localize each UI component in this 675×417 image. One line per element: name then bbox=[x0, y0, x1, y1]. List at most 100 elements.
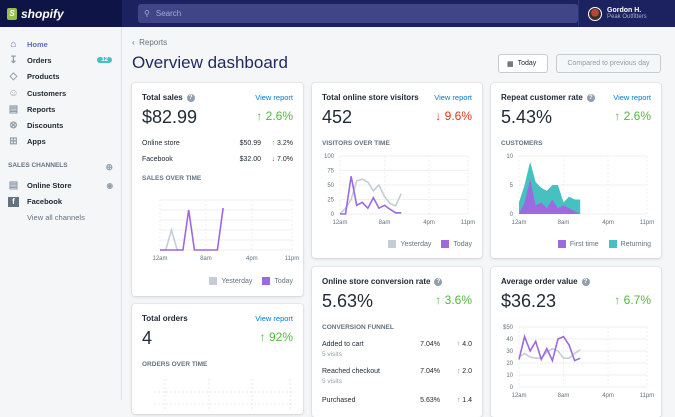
funnel-row: Reached checkout 5 visits 7.04% ↑ 2.0 bbox=[322, 368, 472, 385]
y-tick-label: 20 bbox=[506, 361, 513, 367]
help-icon[interactable]: ? bbox=[434, 277, 443, 286]
x-tick-label: 12am bbox=[511, 220, 526, 226]
search-input[interactable]: ⚲ Search bbox=[138, 4, 578, 23]
change-value: 6.7% bbox=[623, 293, 651, 307]
sidebar-item-reports[interactable]: ▤ Reports bbox=[0, 101, 121, 117]
row-change: ↑ 1.4 bbox=[456, 397, 472, 404]
card-title: Average order value bbox=[501, 277, 578, 286]
y-tick-label: 25 bbox=[327, 198, 334, 204]
sales-channels-heading: SALES CHANNELS bbox=[8, 162, 68, 170]
change-value: 2.6% bbox=[623, 109, 651, 123]
help-icon[interactable]: ? bbox=[586, 93, 595, 102]
help-icon[interactable]: ? bbox=[581, 277, 590, 286]
apps-icon: ⊞ bbox=[9, 136, 18, 148]
facebook-icon: f bbox=[8, 196, 19, 207]
legend-label: Yesterday bbox=[221, 277, 253, 285]
line-today bbox=[160, 207, 224, 251]
metric-change: ↑ 92% bbox=[259, 330, 293, 344]
sidebar-label: Online Store bbox=[27, 180, 72, 190]
view-report-link[interactable]: View report bbox=[434, 93, 472, 102]
chart-title: ORDERS OVER TIME bbox=[142, 361, 208, 368]
orders-icon: ↧ bbox=[9, 54, 18, 66]
sidebar-label: Reports bbox=[27, 104, 56, 114]
y-tick-label: 30 bbox=[506, 349, 513, 355]
area-first-time bbox=[519, 179, 581, 214]
legend-swatch bbox=[209, 277, 218, 285]
view-report-link[interactable]: View report bbox=[613, 93, 651, 102]
sidebar-item-products[interactable]: ◇ Products bbox=[0, 69, 121, 85]
x-tick-label: 8am bbox=[200, 256, 212, 262]
help-icon[interactable]: ? bbox=[186, 93, 195, 102]
metric-change: ↑ 3.6% bbox=[435, 293, 472, 307]
card-title: Online store conversion rate bbox=[322, 277, 431, 286]
x-tick-label: 11pm bbox=[640, 220, 655, 226]
add-channel-icon[interactable]: ⊕ bbox=[105, 162, 113, 173]
sidebar-label: Apps bbox=[27, 137, 46, 147]
sidebar-label: Orders bbox=[27, 55, 52, 65]
search-placeholder: Search bbox=[155, 9, 182, 18]
sidebar-label: Products bbox=[27, 72, 60, 82]
breadcrumb[interactable]: ‹ Reports bbox=[132, 38, 167, 47]
chart-legend: Yesterday Today bbox=[388, 240, 472, 248]
conversion-rate-card: Online store conversion rate? 5.63% ↑ 3.… bbox=[312, 267, 482, 417]
row-sub: 5 visits bbox=[322, 351, 342, 358]
total-sales-card: Total sales? View report $82.99 ↑ 2.6% O… bbox=[132, 83, 303, 296]
x-tick-label: 12am bbox=[332, 220, 347, 226]
x-tick-label: 12am bbox=[152, 256, 167, 262]
view-all-label: View all channels bbox=[27, 213, 85, 223]
breadcrumb-label: Reports bbox=[139, 38, 168, 47]
chevron-left-icon: ‹ bbox=[132, 38, 135, 47]
aov-chart: $50 40 30 20 10 0 12am 8am 4pm 11pm bbox=[503, 325, 655, 399]
sidebar-item-customers[interactable]: ☺ Customers bbox=[0, 85, 121, 101]
x-tick-label: 11pm bbox=[640, 393, 655, 399]
bar-chart-icon: ▤ bbox=[8, 103, 19, 115]
page-title: Overview dashboard bbox=[132, 53, 288, 72]
view-report-link[interactable]: View report bbox=[255, 314, 293, 323]
row-value: 7.04% bbox=[420, 341, 440, 348]
view-report-link[interactable]: View report bbox=[255, 93, 293, 102]
shopify-bag-icon: S bbox=[7, 7, 17, 20]
row-label: Facebook bbox=[142, 156, 173, 163]
orders-badge: 12 bbox=[97, 57, 112, 64]
person-icon: ☺ bbox=[8, 87, 19, 99]
row-label: Reached checkout bbox=[322, 368, 380, 375]
total-orders-card: Total orders View report 4 ↑ 92% ORDERS … bbox=[132, 304, 303, 414]
search-icon: ⚲ bbox=[144, 9, 150, 18]
discount-icon: ⊗ bbox=[9, 120, 18, 132]
view-all-channels-link[interactable]: View all channels bbox=[0, 210, 121, 226]
compare-button[interactable]: Compared to previous day bbox=[556, 54, 661, 73]
x-tick-label: 4pm bbox=[602, 220, 614, 226]
metric-change: ↓ 9.6% bbox=[435, 109, 472, 123]
sidebar-item-online-store[interactable]: ▤ Online Store ◉ bbox=[0, 177, 121, 193]
y-tick-label: 0 bbox=[510, 212, 514, 218]
card-title: Total sales bbox=[142, 93, 183, 102]
chart-legend: Yesterday Today bbox=[209, 277, 293, 285]
row-label: Online store bbox=[142, 140, 180, 147]
sidebar-item-orders[interactable]: ↧ Orders 12 bbox=[0, 52, 121, 68]
y-tick-label: 100 bbox=[324, 154, 335, 160]
sidebar-item-home[interactable]: ⌂ Home bbox=[0, 36, 121, 52]
date-picker-button[interactable]: ▦ Today bbox=[498, 54, 548, 73]
sidebar-item-facebook[interactable]: f Facebook bbox=[0, 193, 121, 209]
y-tick-label: 10 bbox=[506, 373, 513, 379]
sidebar-item-discounts[interactable]: ⊗ Discounts bbox=[0, 117, 121, 133]
x-tick-label: 11pm bbox=[461, 220, 476, 226]
row-label: Added to cart bbox=[322, 341, 364, 348]
user-name: Gordon H. bbox=[607, 7, 642, 14]
chart-title: CUSTOMERS bbox=[501, 140, 543, 147]
change-value: 7.0% bbox=[277, 156, 293, 163]
user-menu[interactable]: Gordon H. Peak Outfitters bbox=[578, 0, 675, 27]
metric-value: $82.99 bbox=[142, 107, 198, 127]
sidebar-item-apps[interactable]: ⊞ Apps bbox=[0, 134, 121, 150]
eye-icon[interactable]: ◉ bbox=[106, 180, 113, 190]
legend-label: First time bbox=[569, 240, 599, 248]
row-value: $50.99 bbox=[239, 140, 261, 147]
card-title: Repeat customer rate bbox=[501, 93, 583, 102]
card-title: Total orders bbox=[142, 314, 188, 323]
row-value: 5.63% bbox=[420, 397, 440, 404]
compare-label: Compared to previous day bbox=[567, 60, 650, 67]
sidebar-label: Facebook bbox=[27, 197, 63, 207]
x-tick-label: 8am bbox=[558, 393, 570, 399]
y-tick-label: 75 bbox=[327, 169, 334, 175]
